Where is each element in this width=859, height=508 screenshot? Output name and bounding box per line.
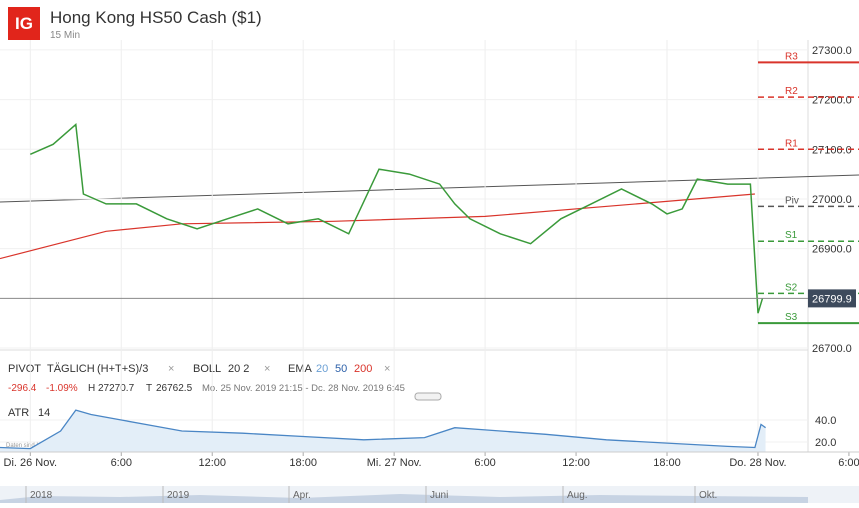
- interval: 15 Min: [50, 30, 80, 41]
- x-tick-label: 18:00: [289, 457, 317, 469]
- pivot-label: R2: [785, 86, 798, 97]
- navigator-label: Aug.: [567, 490, 588, 501]
- x-tick-label: Mi. 27 Nov.: [367, 457, 422, 469]
- legend-pivot-formula: (H+T+S)/3: [97, 363, 148, 375]
- legend-boll: BOLL: [193, 363, 221, 375]
- change-pct: -1.09%: [46, 383, 78, 394]
- x-tick-label: 18:00: [653, 457, 681, 469]
- y-tick-label: 26900.0: [812, 244, 852, 256]
- y-tick-label: 27300.0: [812, 45, 852, 57]
- atr-period: 14: [38, 407, 50, 419]
- pivot-label: Piv: [785, 195, 799, 206]
- x-tick-label: 12:00: [198, 457, 226, 469]
- x-tick-label: Do. 28 Nov.: [729, 457, 786, 469]
- x-tick-label: 6:00: [111, 457, 132, 469]
- close-button[interactable]: ×: [384, 363, 390, 375]
- high: 27270.7: [98, 383, 135, 394]
- change: -296.4: [8, 383, 37, 394]
- pivot-label: S3: [785, 312, 798, 323]
- current-price-label: 26799.9: [812, 293, 852, 305]
- y-tick-label: 26700.0: [812, 343, 852, 355]
- title: Hong Kong HS50 Cash ($1): [50, 8, 262, 27]
- atr-line: [0, 409, 766, 450]
- legend-pivot-type: TÄGLICH: [47, 363, 95, 375]
- legend-ema-200: 200: [354, 363, 372, 375]
- y-tick-label: 40.0: [815, 415, 836, 427]
- legend-pivot: PIVOT: [8, 363, 41, 375]
- low-label: T: [146, 383, 152, 394]
- navigator-label: 2019: [167, 490, 190, 501]
- y-tick-label: 20.0: [815, 437, 836, 449]
- navigator-area: [0, 494, 808, 503]
- navigator-label: Juni: [430, 490, 448, 501]
- legend-ema: EMA: [288, 363, 313, 375]
- disclaimer: Daten sind Indikativ: [6, 443, 58, 449]
- logo-text: IG: [15, 14, 33, 33]
- close-button[interactable]: ×: [264, 363, 270, 375]
- atr-area: [0, 410, 766, 452]
- high-label: H: [88, 383, 95, 394]
- y-tick-label: 27100.0: [812, 144, 852, 156]
- x-tick-label: 6:00: [474, 457, 495, 469]
- logo: [8, 7, 40, 40]
- low: 26762.5: [156, 383, 193, 394]
- trend-line: [0, 174, 859, 203]
- pivot-label: S1: [785, 230, 798, 241]
- panel-resize-handle[interactable]: [414, 392, 442, 401]
- navigator-label: Okt.: [699, 490, 717, 501]
- x-tick-label: 6:00: [838, 457, 859, 469]
- atr-label: ATR: [8, 407, 29, 419]
- pivot-label: R1: [785, 138, 798, 149]
- price-line: [29, 122, 764, 314]
- pivot-label: S2: [785, 282, 798, 293]
- close-button[interactable]: ×: [168, 363, 174, 375]
- y-tick-label: 27000.0: [812, 194, 852, 206]
- pivot-label: R3: [785, 51, 798, 62]
- current-price-box: [808, 289, 856, 308]
- legend-ema-50: 50: [335, 363, 347, 375]
- ema-200-line: [0, 193, 755, 260]
- x-tick-label: Di. 26 Nov.: [4, 457, 58, 469]
- navigator-label: Apr.: [293, 490, 311, 501]
- legend-boll-params: 20 2: [228, 363, 249, 375]
- navigator-label: 2018: [30, 490, 53, 501]
- legend-ema-20: 20: [316, 363, 328, 375]
- x-tick-label: 12:00: [562, 457, 590, 469]
